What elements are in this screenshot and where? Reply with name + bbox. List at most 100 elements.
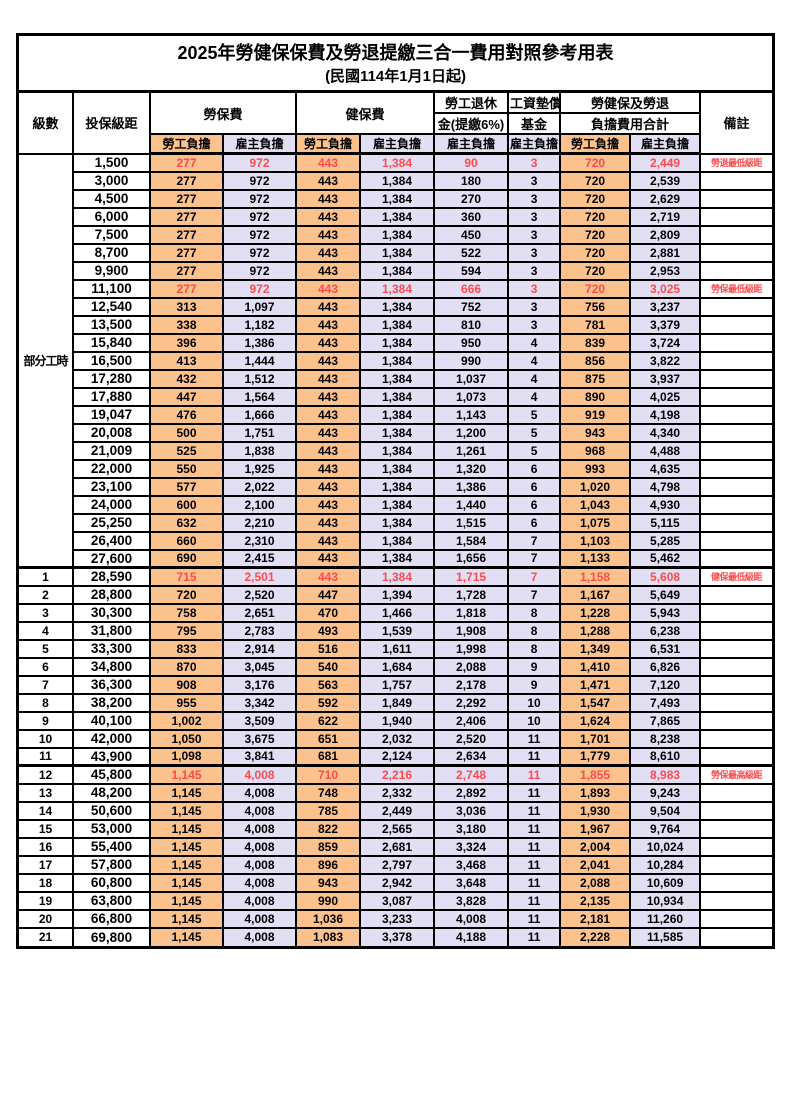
cell-value: 10 <box>507 710 562 731</box>
cell-bracket: 11,100 <box>73 278 151 299</box>
cell-value: 720 <box>559 242 632 263</box>
cell-remark <box>699 188 773 209</box>
header-pension-line1: 勞工退休 <box>433 93 510 114</box>
cell-value: 443 <box>295 404 362 425</box>
cell-value: 10,609 <box>629 872 702 893</box>
cell-value: 972 <box>221 278 298 299</box>
cell-value: 2,520 <box>433 728 510 749</box>
cell-value: 7,493 <box>629 692 702 713</box>
cell-value: 11 <box>507 800 562 821</box>
table-row: 22,000 550 1,925 443 1,384 1,320 6 993 4,635 <box>19 458 773 479</box>
part-time-label: 部分工時 <box>19 152 74 569</box>
reference-table-frame: 2025年勞健保保費及勞退提繳三合一費用對照參考用表 (民國114年1月1日起)… <box>16 33 775 949</box>
cell-value: 2,449 <box>629 152 702 173</box>
cell-value: 1,158 <box>559 566 632 587</box>
cell-value: 1,512 <box>221 368 298 389</box>
cell-value: 522 <box>433 242 510 263</box>
cell-value: 2,953 <box>629 260 702 281</box>
cell-bracket: 7,500 <box>73 224 151 245</box>
cell-level: 18 <box>19 872 74 893</box>
cell-remark <box>699 206 773 227</box>
cell-value: 443 <box>295 152 362 173</box>
cell-value: 859 <box>295 836 362 857</box>
cell-value: 1,908 <box>433 620 510 641</box>
cell-value: 5,285 <box>629 530 702 551</box>
cell-value: 3 <box>507 188 562 209</box>
cell-value: 3 <box>507 260 562 281</box>
cell-value: 3,324 <box>433 836 510 857</box>
cell-value: 1,471 <box>559 674 632 695</box>
cell-remark <box>699 602 773 623</box>
cell-value: 4,198 <box>629 404 702 425</box>
cell-value: 1,145 <box>149 908 224 929</box>
cell-value: 476 <box>149 404 224 425</box>
cell-value: 7 <box>507 530 562 551</box>
table-row: 12 45,800 1,145 4,008 710 2,216 2,748 11 1,855 8,… <box>19 764 773 785</box>
cell-value: 1,384 <box>359 404 436 425</box>
cell-value: 3,036 <box>433 800 510 821</box>
cell-value: 413 <box>149 350 224 371</box>
cell-value: 1,043 <box>559 494 632 515</box>
cell-remark <box>699 224 773 245</box>
cell-value: 1,384 <box>359 548 436 569</box>
cell-level: 11 <box>19 746 74 767</box>
cell-bracket: 36,300 <box>72 674 151 695</box>
cell-value: 1,228 <box>559 602 632 623</box>
cell-value: 1,386 <box>221 332 298 353</box>
cell-value: 2,809 <box>629 224 702 245</box>
cell-remark <box>699 692 773 713</box>
cell-value: 1,384 <box>359 314 436 335</box>
cell-value: 1,384 <box>359 386 436 407</box>
cell-value: 1,410 <box>559 656 632 677</box>
cell-value: 1,893 <box>559 782 632 803</box>
cell-remark <box>699 458 773 479</box>
cell-value: 4,008 <box>433 908 510 929</box>
table-row: 7 36,300 908 3,176 563 1,757 2,178 9 1,471 7,120 <box>19 674 773 695</box>
cell-value: 4,008 <box>221 854 298 875</box>
cell-value: 550 <box>149 458 224 479</box>
cell-value: 3 <box>507 278 562 299</box>
cell-value: 839 <box>559 332 632 353</box>
cell-remark <box>699 260 773 281</box>
cell-value: 752 <box>433 296 510 317</box>
table-row: 17,880 447 1,564 443 1,384 1,073 4 890 4,025 <box>19 386 773 407</box>
cell-value: 1,145 <box>149 926 224 946</box>
cell-value: 822 <box>295 818 362 839</box>
cell-value: 660 <box>149 530 224 551</box>
table-header: 級數 投保級距 勞保費 健保費 勞工退休 工資墊償 勞健保及勞退 備註 金(提繳… <box>19 93 773 155</box>
cell-value: 8 <box>507 638 562 659</box>
cell-value: 1,384 <box>359 296 436 317</box>
cell-level: 7 <box>19 674 74 695</box>
cell-value: 1,002 <box>149 710 224 731</box>
cell-value: 525 <box>149 440 224 461</box>
cell-value: 632 <box>149 512 224 533</box>
cell-value: 1,182 <box>221 314 298 335</box>
cell-value: 600 <box>149 494 224 515</box>
cell-value: 2,449 <box>359 800 436 821</box>
cell-value: 1,020 <box>559 476 632 497</box>
cell-value: 443 <box>295 224 362 245</box>
cell-value: 1,384 <box>359 260 436 281</box>
cell-value: 810 <box>433 314 510 335</box>
cell-value: 690 <box>149 548 224 569</box>
cell-remark <box>699 350 773 371</box>
cell-value: 1,320 <box>433 458 510 479</box>
cell-value: 443 <box>295 530 362 551</box>
cell-value: 7,120 <box>629 674 702 695</box>
cell-value: 666 <box>433 278 510 299</box>
cell-value: 10,934 <box>629 890 702 911</box>
cell-remark <box>699 530 773 551</box>
table-row: 4 31,800 795 2,783 493 1,539 1,908 8 1,288 6,238 <box>19 620 773 641</box>
cell-value: 2,004 <box>559 836 632 857</box>
cell-bracket: 66,800 <box>72 908 151 929</box>
cell-value: 2,332 <box>359 782 436 803</box>
cell-value: 9,504 <box>629 800 702 821</box>
cell-value: 277 <box>149 224 224 245</box>
subheader-total-employee: 勞工負擔 <box>559 133 632 155</box>
subheader-health-employee: 勞工負擔 <box>295 133 362 155</box>
cell-value: 1,666 <box>221 404 298 425</box>
title-block: 2025年勞健保保費及勞退提繳三合一費用對照參考用表 (民國114年1月1日起) <box>19 36 772 93</box>
cell-remark <box>699 404 773 425</box>
cell-value: 1,384 <box>359 476 436 497</box>
cell-value: 2,100 <box>221 494 298 515</box>
